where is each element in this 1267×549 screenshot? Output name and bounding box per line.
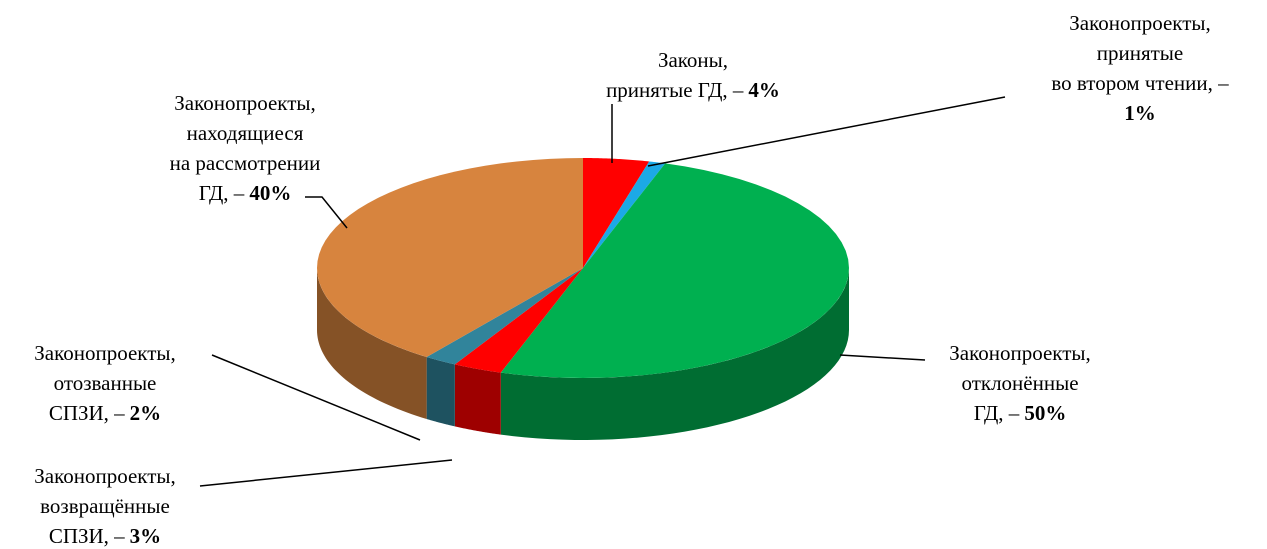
label-line: ГД, – [199,181,245,205]
slice-side [500,268,849,440]
slice-side [426,356,455,427]
leader-line [211,354,421,441]
slice [583,158,650,268]
leader-line [839,354,926,361]
slice [317,158,583,357]
leader-line [647,96,1006,167]
label-line: находящиеся [187,121,304,145]
label-line: Законопроекты, [1069,11,1211,35]
leader-line [199,459,453,487]
label-line: отозванные [54,371,157,395]
label-line: Законопроекты, [34,341,176,365]
label-line: во втором чтении, – [1051,71,1229,95]
value-label: 4% [748,78,780,102]
slice-label: Законопроекты, отозванные СПЗИ, – [34,341,176,425]
label-line: СПЗИ, – [49,524,125,548]
leader-line [305,196,348,229]
value-label: 2% [130,401,162,425]
value-label: 40% [249,181,291,205]
slice-side [317,268,427,419]
value-label: 1% [1124,101,1156,125]
label-line: ГД, – [974,401,1020,425]
value-label: 50% [1024,401,1066,425]
label-line: возвращённые [40,494,170,518]
slice-label: Законопроекты, находящиеся на рассмотрении… [170,91,321,205]
slice-label: Законопроекты, отклонённые ГД, – [949,341,1091,425]
value-label: 3% [130,524,162,548]
slice-label: Законопроекты, возвращённые СПЗИ, – [34,464,176,548]
label-line: отклонённые [961,371,1078,395]
label-line: СПЗИ, – [49,401,125,425]
label-line: на рассмотрении [170,151,321,175]
slice-side [454,364,501,435]
label-line: Законопроекты, [174,91,316,115]
slice [500,163,849,378]
label-line: Законопроекты, [949,341,1091,365]
label-line: Законы, [658,48,728,72]
label-line: принятые ГД, – [606,78,744,102]
slice-label: Законы, принятые ГД, – [606,48,744,102]
label-line: принятые [1097,41,1183,65]
slice [454,268,583,373]
slice [426,268,583,365]
slice [583,161,666,268]
label-line: Законопроекты, [34,464,176,488]
slice-label: Законопроекты, принятые во втором чтении, … [1051,11,1229,95]
